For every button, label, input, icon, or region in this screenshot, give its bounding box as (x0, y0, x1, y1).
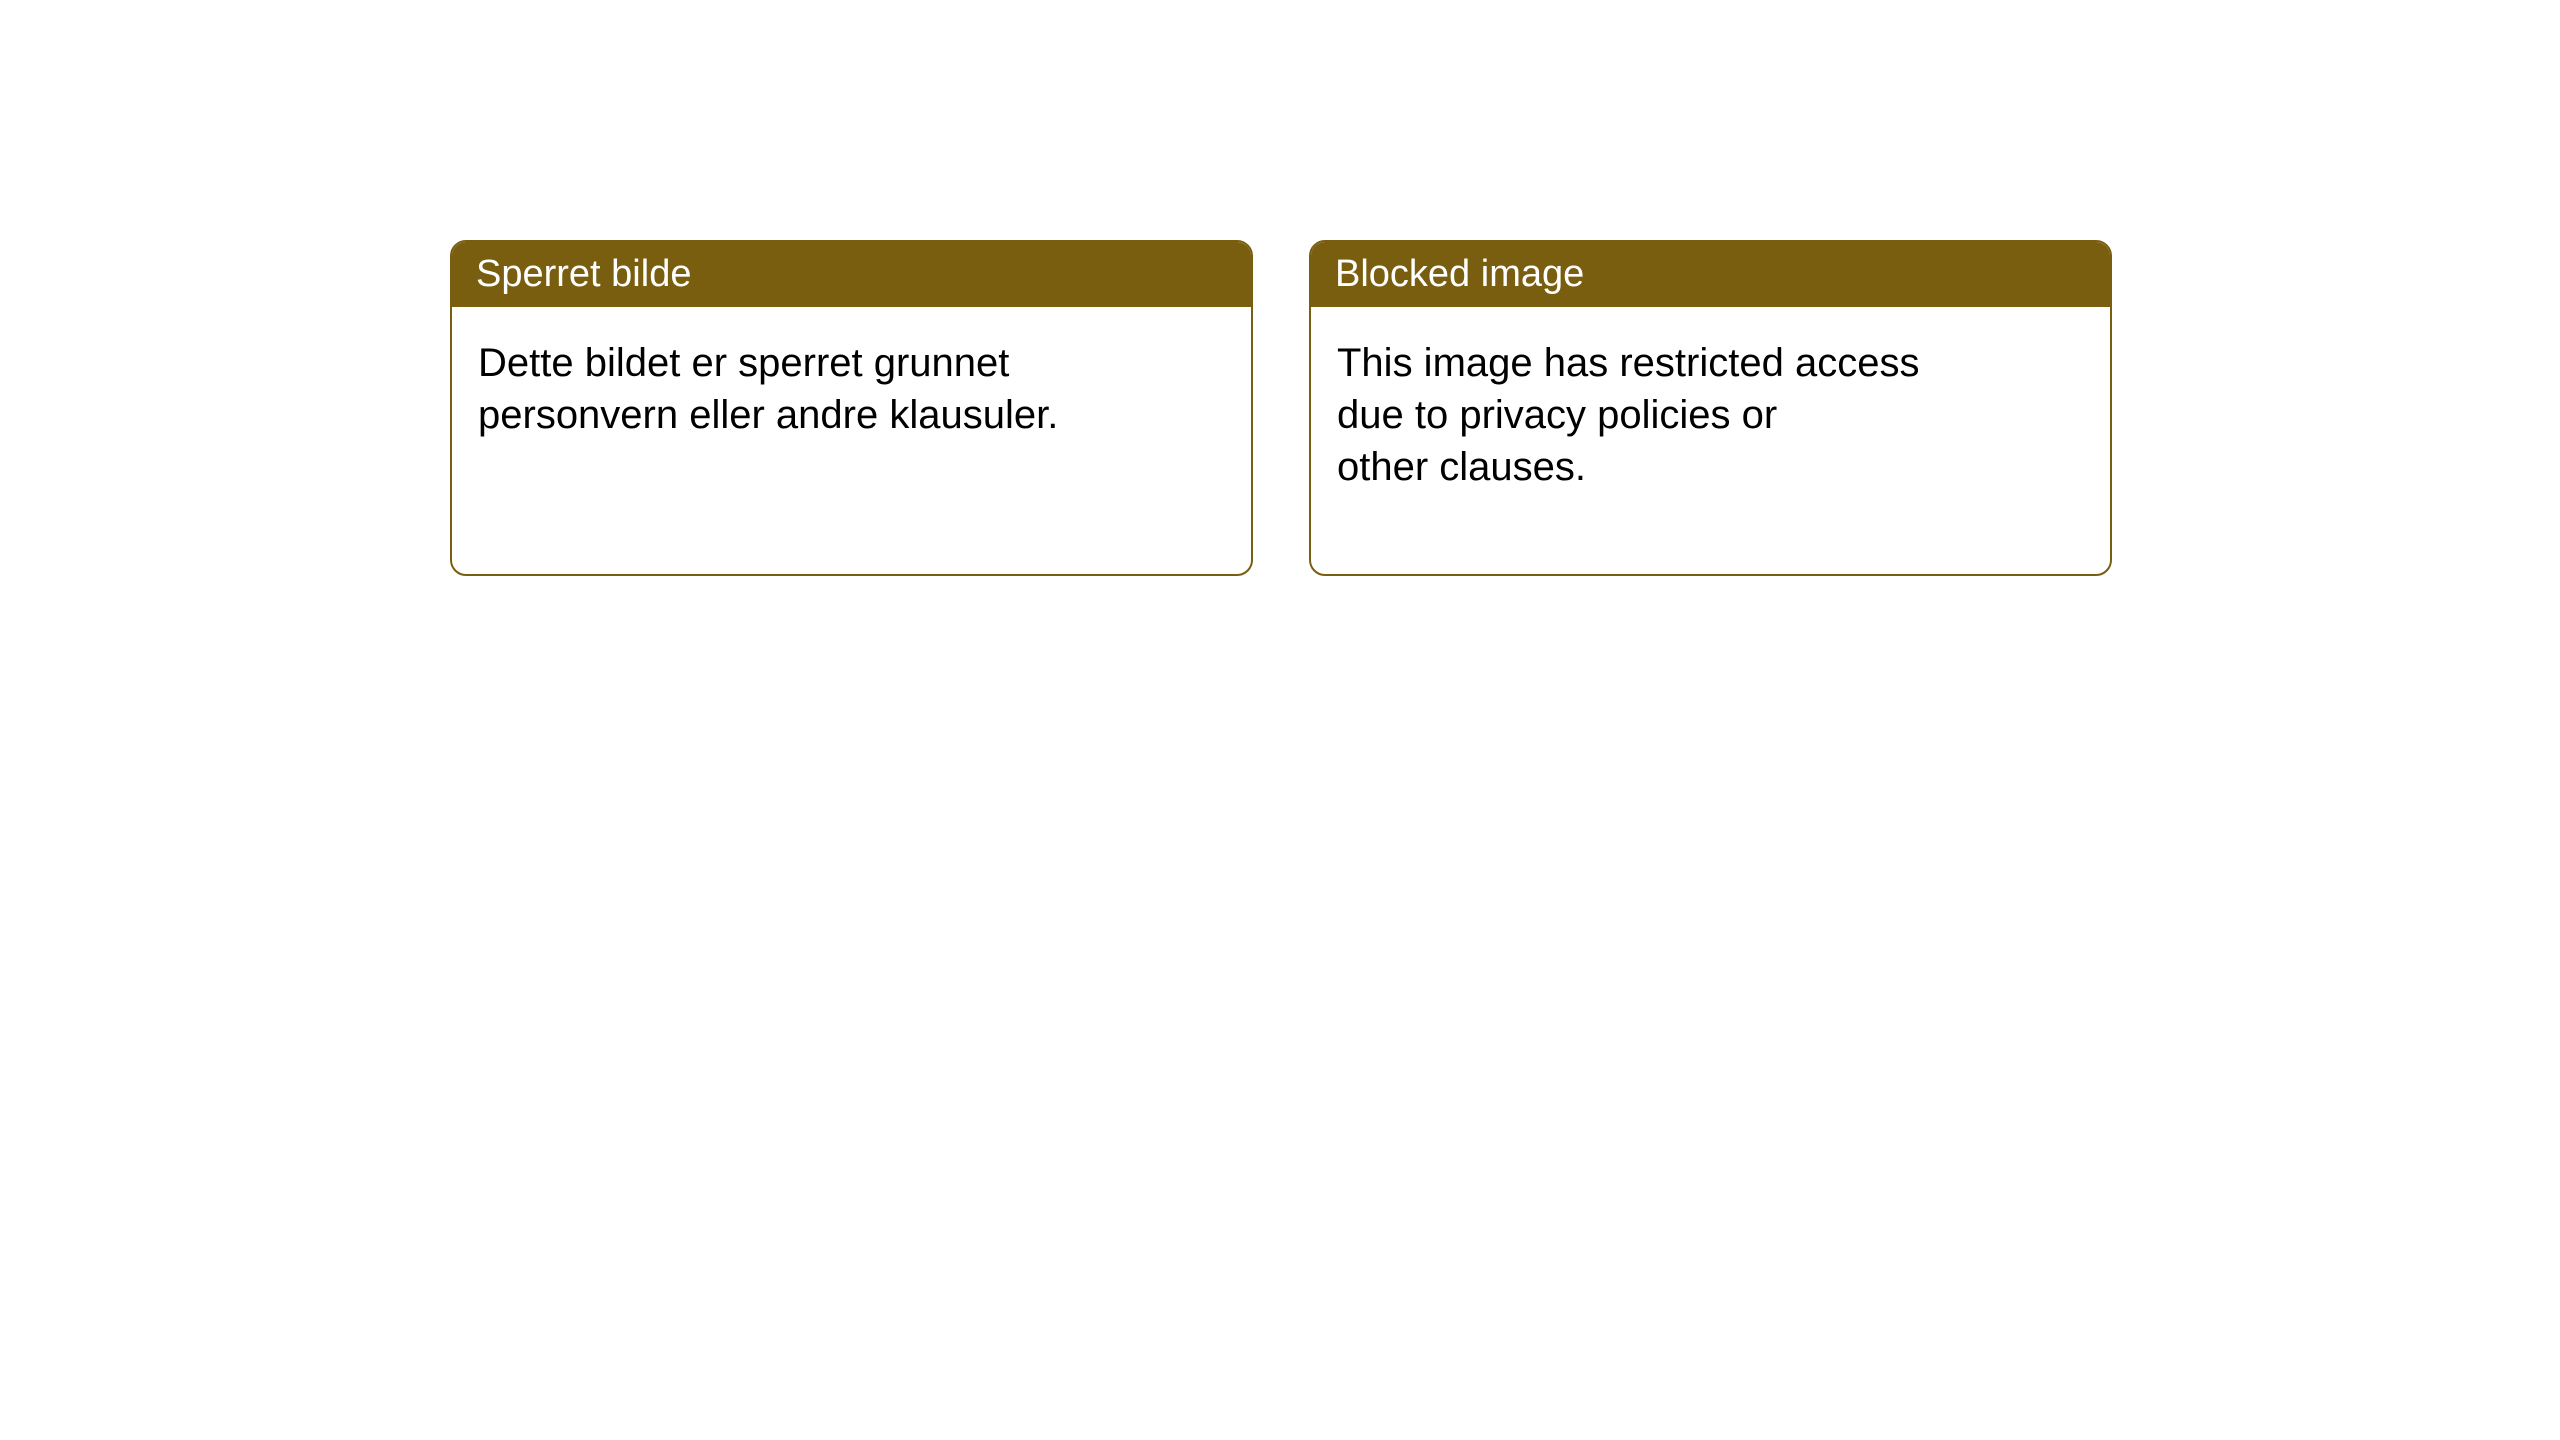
notice-box-english: Blocked image This image has restricted … (1309, 240, 2112, 576)
notice-body: Dette bildet er sperret grunnet personve… (452, 307, 1251, 471)
notice-header: Sperret bilde (452, 242, 1251, 307)
notice-container: Sperret bilde Dette bildet er sperret gr… (450, 240, 2560, 576)
notice-header: Blocked image (1311, 242, 2110, 307)
notice-box-norwegian: Sperret bilde Dette bildet er sperret gr… (450, 240, 1253, 576)
notice-body: This image has restricted access due to … (1311, 307, 2110, 523)
